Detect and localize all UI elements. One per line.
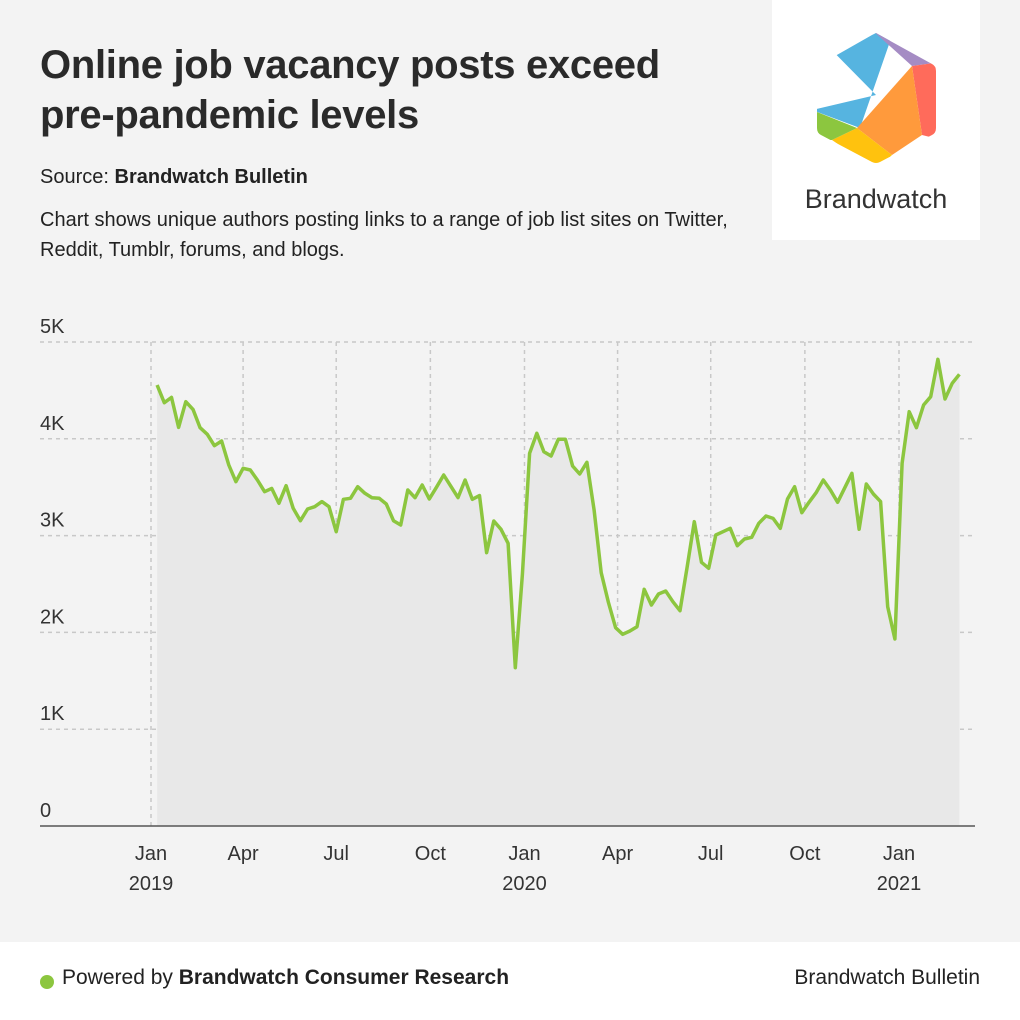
source-line: Source: Brandwatch Bulletin: [40, 166, 308, 189]
chart-description: Chart shows unique authors posting links…: [40, 209, 728, 261]
powered-name: Brandwatch Consumer Research: [178, 966, 510, 989]
y-tick-label: 3K: [40, 510, 65, 532]
brandwatch-logo: Brandwatch: [772, 0, 980, 240]
x-tick-label: Oct: [415, 843, 447, 865]
green-dot-icon: [40, 975, 54, 989]
logo-segment: [817, 110, 857, 140]
x-tick-label: Oct: [789, 843, 821, 865]
brandwatch-hexagon-icon: [817, 33, 936, 163]
logo-text: Brandwatch: [804, 184, 948, 214]
area-fill: [157, 359, 960, 826]
x-tick-label: Jul: [698, 843, 724, 865]
y-tick-label: 1K: [40, 703, 65, 725]
logo-segment: [912, 62, 936, 140]
y-tick-label: 5K: [40, 316, 65, 338]
source-name: Brandwatch Bulletin: [114, 166, 308, 188]
x-tick-label: Jan: [883, 843, 915, 865]
logo-segment: [832, 128, 892, 163]
chart-title: Online job vacancy posts exceed pre-pand…: [40, 43, 660, 137]
x-tick-label: Jan: [508, 843, 540, 865]
y-tick-label: 2K: [40, 606, 65, 628]
x-tick-label: Apr: [228, 843, 259, 865]
x-tick-year: 2020: [502, 873, 547, 895]
x-tick-label: Jan: [135, 843, 167, 865]
powered-by: Powered by Brandwatch Consumer Research: [62, 966, 509, 990]
x-tick-label: Apr: [602, 843, 633, 865]
powered-prefix: Powered by: [62, 966, 173, 989]
y-tick-label: 0: [40, 800, 51, 822]
logo-segment: [857, 66, 922, 155]
x-tick-year: 2019: [129, 873, 174, 895]
x-tick-label: Jul: [323, 843, 349, 865]
y-tick-label: 4K: [40, 413, 65, 435]
x-tick-year: 2021: [877, 873, 922, 895]
source-label: Source:: [40, 166, 109, 188]
line-chart: 0 1K 2K 3K 4K 5K Jan 2019 Apr Jul Oct Jan 2020 Apr Jul…: [40, 316, 975, 895]
logo-segment: [817, 33, 894, 128]
footer-bulletin: Brandwatch Bulletin: [794, 966, 980, 989]
footer: Powered by Brandwatch Consumer Research …: [0, 942, 1020, 1020]
